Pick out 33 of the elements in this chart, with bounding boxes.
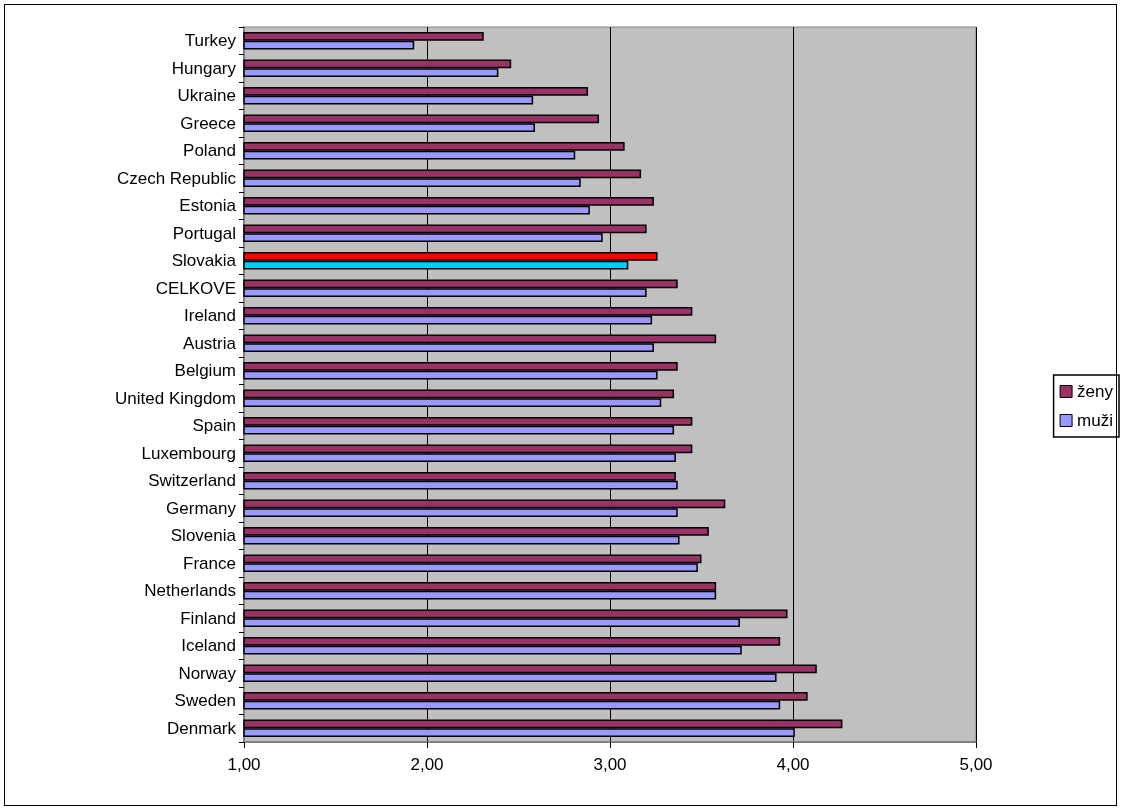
y-tick-label: Ireland [184, 306, 236, 326]
y-tick-label: Portugal [172, 223, 236, 243]
x-tick-label: 3,00 [593, 755, 627, 774]
y-tick-label: Greece [180, 113, 236, 133]
y-tick-label: Belgium [174, 361, 236, 381]
y-tick-label: United Kingdom [115, 388, 236, 408]
y-tick-label: Estonia [179, 196, 237, 216]
y-tick-label: Ukraine [177, 86, 236, 106]
legend-label: ženy [1077, 382, 1114, 401]
y-tick-label: CELKOVE [155, 278, 236, 298]
y-tick-label: Finland [180, 608, 236, 628]
x-tick-label: 4,00 [776, 755, 810, 774]
y-tick-label: Turkey [184, 31, 237, 51]
y-tick-label: Switzerland [148, 471, 236, 491]
x-tick-label: 2,00 [410, 755, 444, 774]
x-tick-label: 1,00 [227, 755, 261, 774]
y-tick-label: Austria [183, 333, 237, 353]
y-tick-label: France [183, 553, 236, 573]
y-tick-label: Netherlands [144, 581, 236, 601]
y-tick-label: Denmark [167, 718, 237, 738]
legend-label: muži [1077, 411, 1113, 430]
y-tick-label: Luxembourg [141, 443, 236, 463]
y-tick-label: Czech Republic [116, 168, 237, 188]
y-tick-label: Sweden [174, 691, 236, 711]
y-tick-label: Norway [178, 663, 237, 683]
y-tick-label: Poland [183, 141, 236, 161]
y-tick-label: Iceland [181, 636, 236, 656]
y-tick-label: Germany [166, 498, 237, 518]
x-tick-label: 5,00 [959, 755, 993, 774]
y-tick-label: Spain [192, 416, 236, 436]
y-tick-label: Hungary [171, 58, 237, 78]
y-tick-label: Slovenia [170, 526, 237, 546]
y-tick-label: Slovakia [171, 251, 237, 271]
